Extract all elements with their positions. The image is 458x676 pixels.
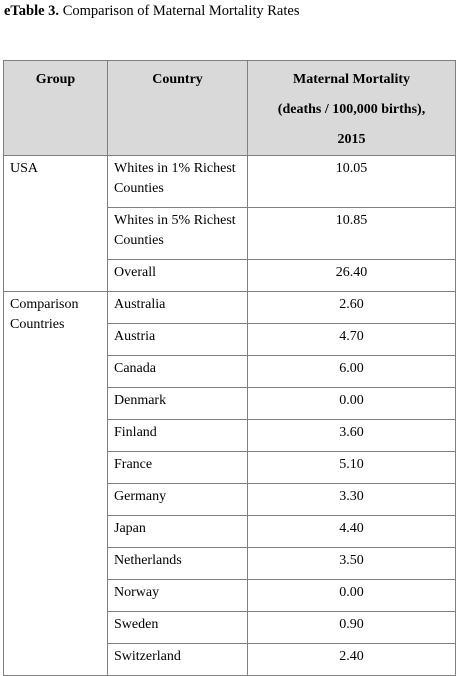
mortality-value-cell: 5.10 <box>247 451 456 484</box>
mortality-value-cell: 10.05 <box>247 155 456 208</box>
mortality-value-cell: 26.40 <box>247 259 456 292</box>
country-cell: Sweden <box>107 611 248 644</box>
mortality-value-cell: 2.40 <box>247 643 456 676</box>
group-cell: Comparison Countries <box>3 291 108 676</box>
mortality-value-cell: 6.00 <box>247 355 456 388</box>
country-cell: Germany <box>107 483 248 516</box>
header-mortality-line3: 2015 <box>337 132 366 147</box>
table-row: USA Whites in 1% Richest Counties 10.05 <box>3 155 456 292</box>
table-row: Netherlands 3.50 <box>4 547 456 580</box>
country-cell: Overall <box>107 259 248 292</box>
country-cell: Whites in 5% Richest Counties <box>107 207 248 260</box>
table-row: Canada 6.00 <box>4 355 456 388</box>
header-row: Group Country Maternal Mortality (deaths… <box>3 60 456 156</box>
mortality-value-cell: 2.60 <box>247 291 456 324</box>
header-mortality-line2: (deaths / 100,000 births), <box>277 102 426 117</box>
country-cell: Finland <box>107 419 248 452</box>
table-row: Austria 4.70 <box>4 323 456 356</box>
table-row: Whites in 5% Richest Counties 10.85 <box>4 207 456 260</box>
country-cell: Australia <box>107 291 248 324</box>
header-maternal-mortality: Maternal Mortality (deaths / 100,000 bir… <box>247 60 456 156</box>
table-row: Overall 26.40 <box>4 259 456 292</box>
country-cell: Austria <box>107 323 248 356</box>
country-cell: Whites in 1% Richest Counties <box>107 155 248 208</box>
table-row: Germany 3.30 <box>4 483 456 516</box>
table-row: Comparison Countries Australia 2.60 <box>3 291 456 676</box>
country-cell: Denmark <box>107 387 248 420</box>
header-group: Group <box>3 60 108 156</box>
table-body: USA Whites in 1% Richest Counties 10.05 Whi… <box>3 155 456 676</box>
caption-title: Comparison of Maternal Mortality Rates <box>59 3 300 19</box>
country-cell: Canada <box>107 355 248 388</box>
mortality-value-cell: 0.90 <box>247 611 456 644</box>
mortality-value-cell: 3.50 <box>247 547 456 580</box>
mortality-value-cell: 4.70 <box>247 323 456 356</box>
country-cell: Japan <box>107 515 248 548</box>
table-row: Sweden 0.90 <box>4 611 456 644</box>
country-cell: Switzerland <box>107 643 248 676</box>
country-cell: France <box>107 451 248 484</box>
mortality-value-cell: 3.30 <box>247 483 456 516</box>
mortality-value-cell: 4.40 <box>247 515 456 548</box>
header-mortality-line1: Maternal Mortality <box>292 72 410 87</box>
mortality-value-cell: 0.00 <box>247 579 456 612</box>
country-cell: Norway <box>107 579 248 612</box>
country-cell: Netherlands <box>107 547 248 580</box>
mortality-value-cell: 10.85 <box>247 207 456 260</box>
header-country: Country <box>107 60 248 156</box>
caption-label: eTable 3. <box>4 3 60 19</box>
mortality-value-cell: 3.60 <box>247 419 456 452</box>
group-cell: USA <box>3 155 108 292</box>
table-caption: eTable 3. Comparison of Maternal Mortali… <box>4 3 299 20</box>
maternal-mortality-table: Group Country Maternal Mortality (deaths… <box>3 60 456 676</box>
mortality-value-cell: 0.00 <box>247 387 456 420</box>
table-row: Finland 3.60 <box>4 419 456 452</box>
